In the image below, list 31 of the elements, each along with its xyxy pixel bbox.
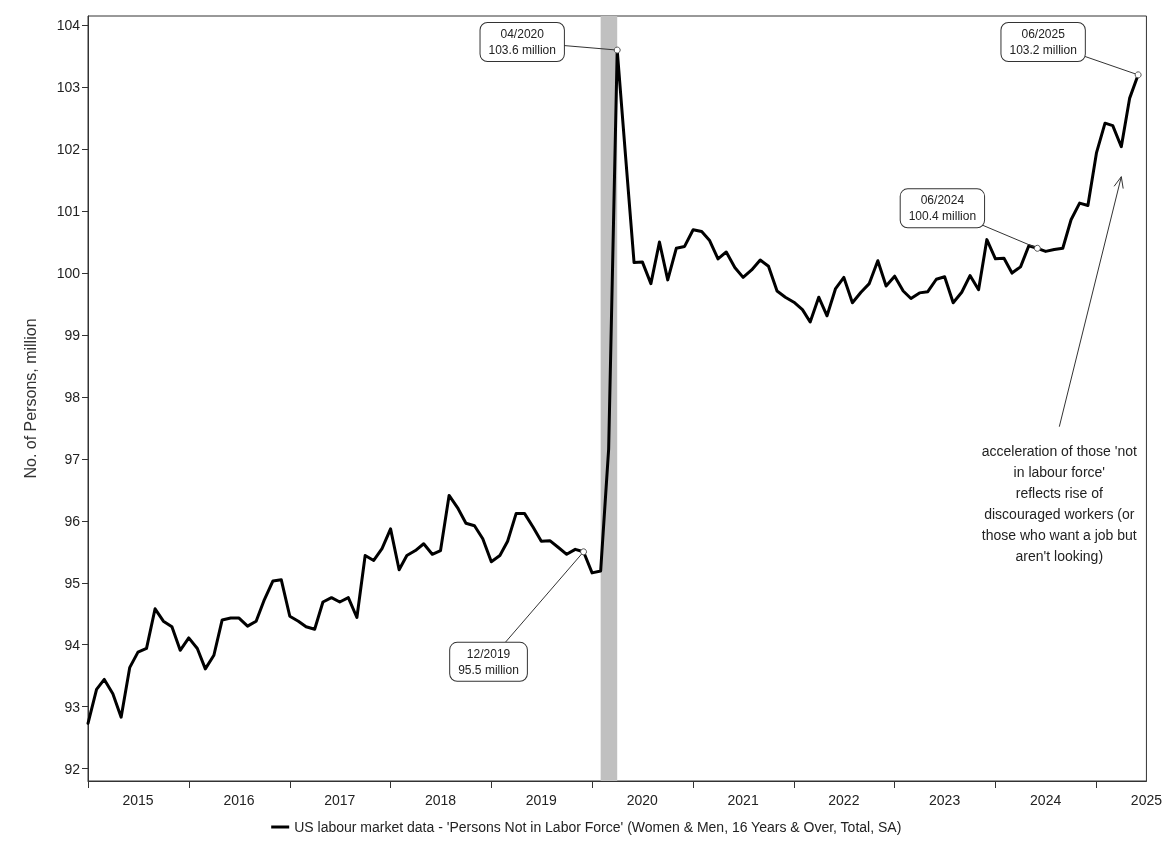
y-tick-label: 102 — [56, 141, 81, 158]
y-tick-label: 94 — [64, 636, 81, 653]
x-tick-label: 2022 — [828, 792, 860, 808]
x-tick-label: 2018 — [424, 792, 457, 808]
y-tick-label: 96 — [64, 512, 81, 529]
annotation: 06/2025 103.2 million — [1009, 27, 1077, 57]
legend-label: US labour market data - 'Persons Not in Labor Force' (Women & Men, 16 Years & Over, Total, SA) — [294, 819, 902, 835]
x-tick-label: 2019 — [525, 792, 558, 808]
x-tick-label: 2016 — [223, 792, 255, 808]
y-tick-label: 97 — [64, 450, 81, 467]
y-tick-label: 92 — [64, 760, 81, 777]
y-tick-label: 103 — [56, 79, 81, 96]
y-tick-label: 99 — [64, 327, 81, 344]
annotation: 12/2019 95.5 million — [458, 646, 519, 677]
y-tick-label: 101 — [56, 203, 81, 220]
y-tick-label: 98 — [64, 388, 81, 405]
y-tick-label: 95 — [64, 574, 81, 591]
x-tick-label: 2021 — [727, 792, 759, 808]
y-axis-title: No. of Persons, million — [21, 318, 39, 479]
y-tick-label: 104 — [56, 17, 81, 34]
x-tick-label: 2020 — [626, 792, 659, 808]
x-tick-label: 2017 — [324, 792, 356, 808]
y-tick-label: 100 — [56, 265, 81, 282]
annotation: 04/2020 103.6 million — [488, 27, 556, 57]
x-tick-label: 2024 — [1030, 792, 1062, 808]
x-tick-label: 2025 — [1130, 792, 1163, 808]
annotation: 06/2024 100.4 million — [908, 193, 977, 224]
y-tick-label: 93 — [64, 698, 81, 715]
annotation: acceleration of those 'not in labour force' reflects rise of discouraged workers (or those who want a job but aren't looking) — [981, 443, 1138, 565]
x-tick-label: 2023 — [929, 792, 961, 808]
x-tick-label: 2015 — [122, 792, 154, 808]
